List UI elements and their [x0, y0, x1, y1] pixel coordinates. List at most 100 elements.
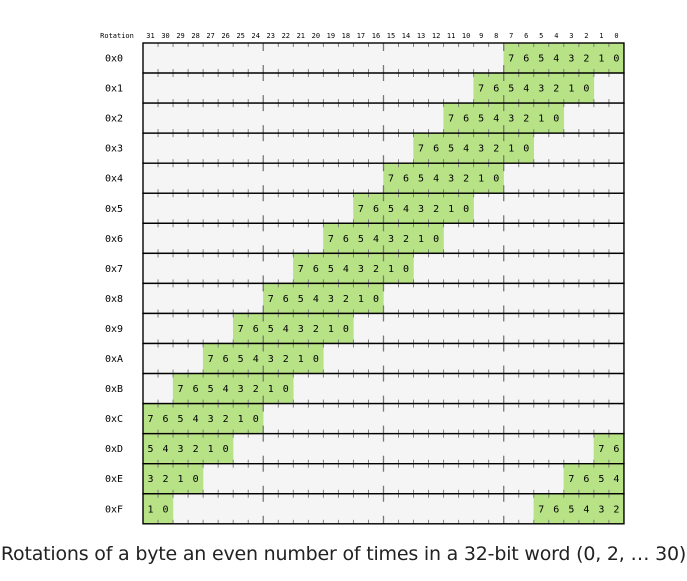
byte-bit-label: 0 — [553, 114, 559, 125]
bit-position-label: 11 — [447, 32, 455, 40]
byte-bit-label: 4 — [343, 264, 349, 275]
byte-bit-cell — [548, 43, 565, 74]
byte-bit-cell — [443, 163, 459, 194]
byte-bit-label: 5 — [238, 354, 244, 365]
byte-bit-cell — [578, 493, 595, 524]
byte-bit-label: 6 — [403, 174, 409, 185]
byte-bit-label: 2 — [433, 204, 439, 215]
byte-bit-label: 6 — [493, 84, 499, 95]
byte-bit-label: 2 — [403, 234, 409, 245]
byte-bit-label: 0 — [523, 144, 529, 155]
byte-bit-label: 7 — [147, 414, 153, 425]
rotation-row-label: 0xA — [105, 354, 123, 365]
byte-bit-cell — [458, 163, 474, 194]
bit-position-label: 13 — [417, 32, 425, 40]
byte-bit-cell — [428, 193, 444, 224]
bit-position-label: 29 — [176, 32, 184, 40]
byte-bit-label: 5 — [328, 264, 334, 275]
byte-bit-cell — [187, 463, 204, 494]
byte-bit-label: 6 — [163, 414, 169, 425]
rotation-row-label: 0xC — [105, 414, 123, 425]
byte-bit-label: 1 — [358, 294, 364, 305]
byte-bit-cell — [187, 373, 204, 404]
byte-bit-cell — [518, 73, 534, 104]
bit-position-label: 5 — [539, 32, 543, 40]
byte-bit-cell — [593, 463, 610, 494]
bit-position-label: 21 — [297, 32, 305, 40]
byte-bit-cell — [578, 43, 595, 74]
byte-bit-cell — [548, 103, 565, 134]
byte-bit-label: 6 — [253, 324, 259, 335]
byte-bit-label: 2 — [223, 414, 229, 425]
byte-bit-label: 1 — [328, 324, 334, 335]
bit-position-label: 23 — [267, 32, 275, 40]
byte-bit-cell — [503, 103, 519, 134]
byte-bit-label: 5 — [298, 294, 304, 305]
byte-bit-label: 4 — [463, 144, 469, 155]
rotation-row-label: 0x2 — [105, 114, 123, 125]
byte-bit-label: 5 — [598, 474, 604, 485]
byte-bit-label: 3 — [358, 264, 364, 275]
byte-bit-label: 1 — [147, 504, 153, 515]
bit-position-label: 3 — [569, 32, 573, 40]
word-row-border — [142, 493, 625, 525]
byte-bit-label: 7 — [568, 474, 574, 485]
rotation-row-label: 0xD — [105, 444, 123, 455]
byte-bit-cell — [217, 403, 234, 434]
byte-bit-cell — [217, 343, 234, 374]
bit-position-label: 14 — [402, 32, 410, 40]
byte-bit-cell — [172, 373, 189, 404]
byte-bit-label: 0 — [403, 264, 409, 275]
rotation-row-label: 0x3 — [105, 144, 123, 155]
byte-bit-label: 7 — [238, 324, 244, 335]
bit-position-label: 18 — [342, 32, 350, 40]
byte-bit-cell — [232, 403, 249, 434]
bit-position-label: 20 — [312, 32, 320, 40]
byte-bit-label: 7 — [358, 204, 364, 215]
byte-bit-label: 0 — [223, 444, 229, 455]
byte-bit-cell — [548, 493, 565, 524]
byte-bit-cell — [503, 133, 519, 164]
byte-bit-label: 4 — [403, 204, 409, 215]
byte-bit-label: 7 — [388, 174, 394, 185]
rotation-row-label: 0x6 — [105, 234, 123, 245]
byte-bit-cell — [338, 313, 354, 344]
byte-bit-cell — [172, 403, 189, 434]
bit-position-label: 28 — [191, 32, 199, 40]
bit-position-label: 24 — [252, 32, 260, 40]
byte-bit-label: 2 — [313, 324, 319, 335]
byte-bit-label: 3 — [298, 324, 304, 335]
byte-bit-cell — [142, 493, 159, 524]
byte-bit-label: 3 — [328, 294, 334, 305]
byte-bit-label: 6 — [553, 504, 559, 515]
byte-bit-label: 6 — [313, 264, 319, 275]
byte-bit-cell — [398, 193, 414, 224]
byte-bit-cell — [142, 463, 159, 494]
byte-bit-label: 4 — [223, 384, 229, 395]
byte-bit-cell — [353, 253, 369, 284]
byte-bit-label: 5 — [147, 444, 153, 455]
byte-bit-cell — [473, 133, 489, 164]
byte-bit-label: 1 — [208, 444, 214, 455]
byte-bit-cell — [187, 433, 204, 464]
byte-bit-cell — [293, 343, 309, 374]
bit-position-label: 6 — [524, 32, 528, 40]
byte-bit-cell — [263, 373, 279, 404]
byte-bit-cell — [608, 433, 625, 464]
byte-bit-cell — [278, 283, 294, 314]
byte-bit-cell — [593, 43, 610, 74]
byte-bit-cell — [308, 343, 324, 374]
bit-position-label: 8 — [494, 32, 498, 40]
byte-bit-label: 7 — [268, 294, 274, 305]
byte-bit-label: 0 — [163, 504, 169, 515]
byte-bit-cell — [398, 163, 414, 194]
byte-bit-cell — [263, 313, 279, 344]
byte-bit-label: 3 — [508, 114, 514, 125]
byte-bit-label: 4 — [373, 234, 379, 245]
header-rotation-label: Rotation — [100, 32, 134, 40]
byte-bit-cell — [413, 193, 429, 224]
byte-bit-cell — [488, 163, 504, 194]
byte-bit-label: 4 — [613, 474, 619, 485]
byte-bit-cell — [353, 283, 369, 314]
byte-bit-label: 6 — [613, 444, 619, 455]
